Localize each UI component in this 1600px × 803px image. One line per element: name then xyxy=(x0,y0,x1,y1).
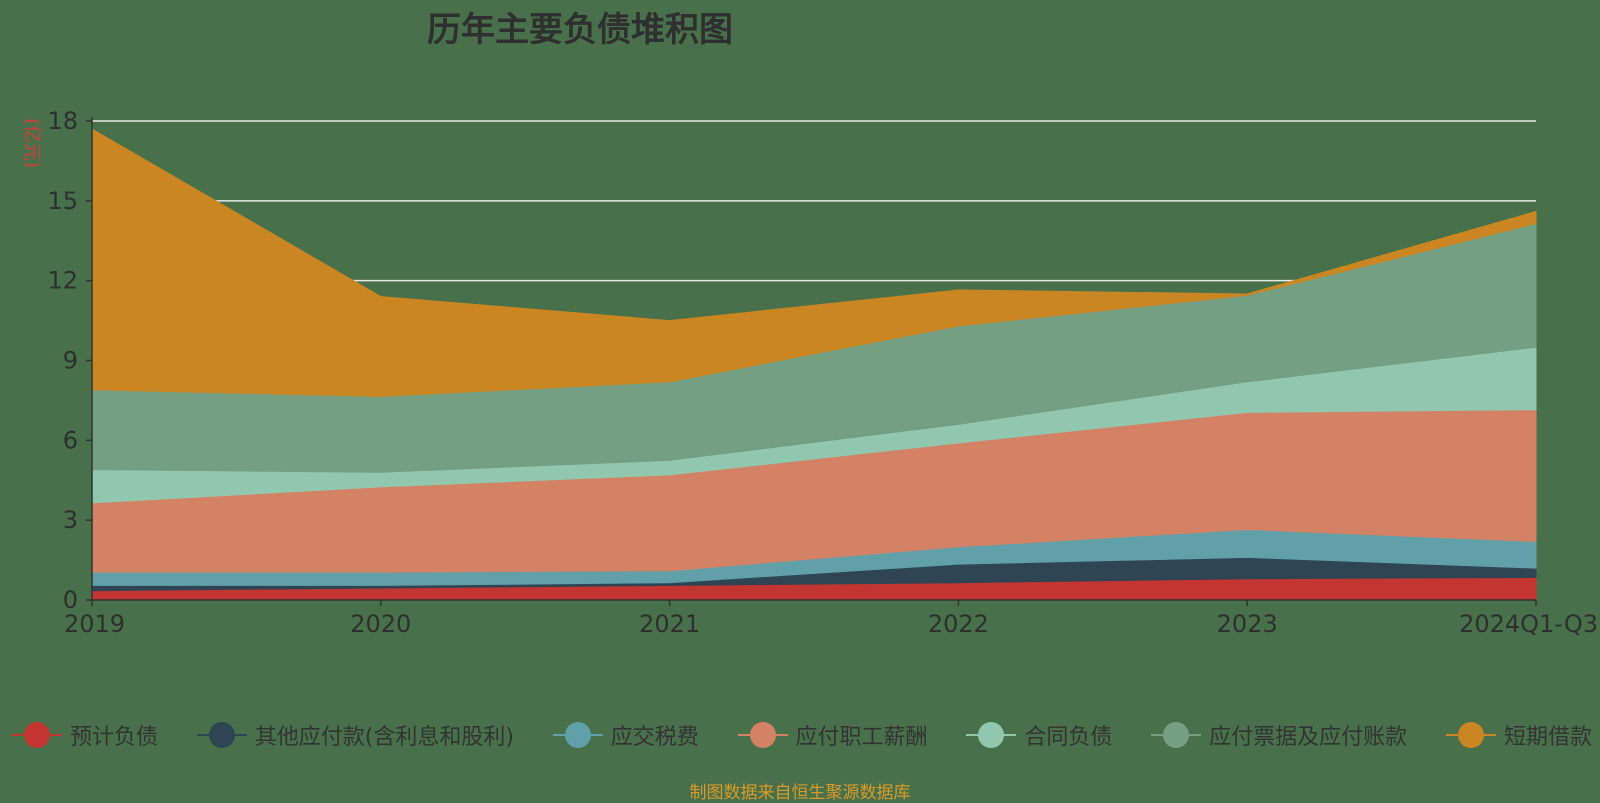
legend-item[interactable]: 合同负债 xyxy=(966,719,1112,751)
x-tick-label: 2022 xyxy=(928,610,989,638)
legend-marker-icon xyxy=(1151,722,1202,748)
x-tick-label: 2024Q1-Q3 xyxy=(1459,610,1598,638)
legend-marker-icon xyxy=(1445,722,1496,748)
legend-label: 合同负债 xyxy=(1024,725,1113,750)
y-tick-label: 3 xyxy=(63,506,78,534)
legend-item[interactable]: 预计负债 xyxy=(12,719,158,751)
y-tick-label: 15 xyxy=(47,187,78,215)
y-tick-label: 6 xyxy=(63,426,78,454)
legend-label: 其他应付款(含利息和股利) xyxy=(254,725,514,750)
legend-label: 应付票据及应付账款 xyxy=(1209,725,1408,750)
legend-marker-icon xyxy=(196,722,247,748)
y-tick-label: 18 xyxy=(47,107,78,135)
y-axis-unit: (亿元) xyxy=(21,118,42,168)
chart-title: 历年主要负债堆积图 xyxy=(427,10,733,50)
y-tick-label: 9 xyxy=(63,347,78,375)
x-tick-label: 2019 xyxy=(64,610,125,638)
legend-item[interactable]: 短期借款 xyxy=(1445,719,1592,751)
x-tick-label: 2021 xyxy=(639,610,700,638)
legend-marker-icon xyxy=(966,722,1017,748)
legend-item[interactable]: 其他应付款(含利息和股利) xyxy=(196,719,514,751)
legend-item[interactable]: 应交税费 xyxy=(552,719,699,751)
area-layer xyxy=(91,128,1537,601)
legend-label: 预计负债 xyxy=(70,725,159,750)
legend: 预计负债 其他应付款(含利息和股利) 应交税费 应付职工薪酬 合同负债 应付票据及应付账款… xyxy=(12,718,1592,752)
legend-label: 短期借款 xyxy=(1503,725,1592,750)
legend-marker-icon xyxy=(552,722,603,748)
axes: 0 3 6 9 12 15 18 2019 2020 2021 2022 2023 2024Q1-Q3 xyxy=(47,107,1598,638)
source-note: 制图数据来自恒生聚源数据库 xyxy=(689,783,911,803)
x-tick-label: 2020 xyxy=(350,610,411,638)
area-series-6 xyxy=(91,128,1537,397)
y-tick-label: 12 xyxy=(47,267,78,295)
legend-marker-icon xyxy=(737,722,788,748)
legend-item[interactable]: 应付票据及应付账款 xyxy=(1151,719,1407,751)
legend-marker-icon xyxy=(12,722,62,748)
x-tick-label: 2023 xyxy=(1217,610,1278,638)
y-tick-label: 0 xyxy=(63,586,78,614)
legend-item[interactable]: 应付职工薪酬 xyxy=(737,719,928,751)
legend-label: 应付职工薪酬 xyxy=(795,725,928,750)
legend-label: 应交税费 xyxy=(610,725,699,750)
